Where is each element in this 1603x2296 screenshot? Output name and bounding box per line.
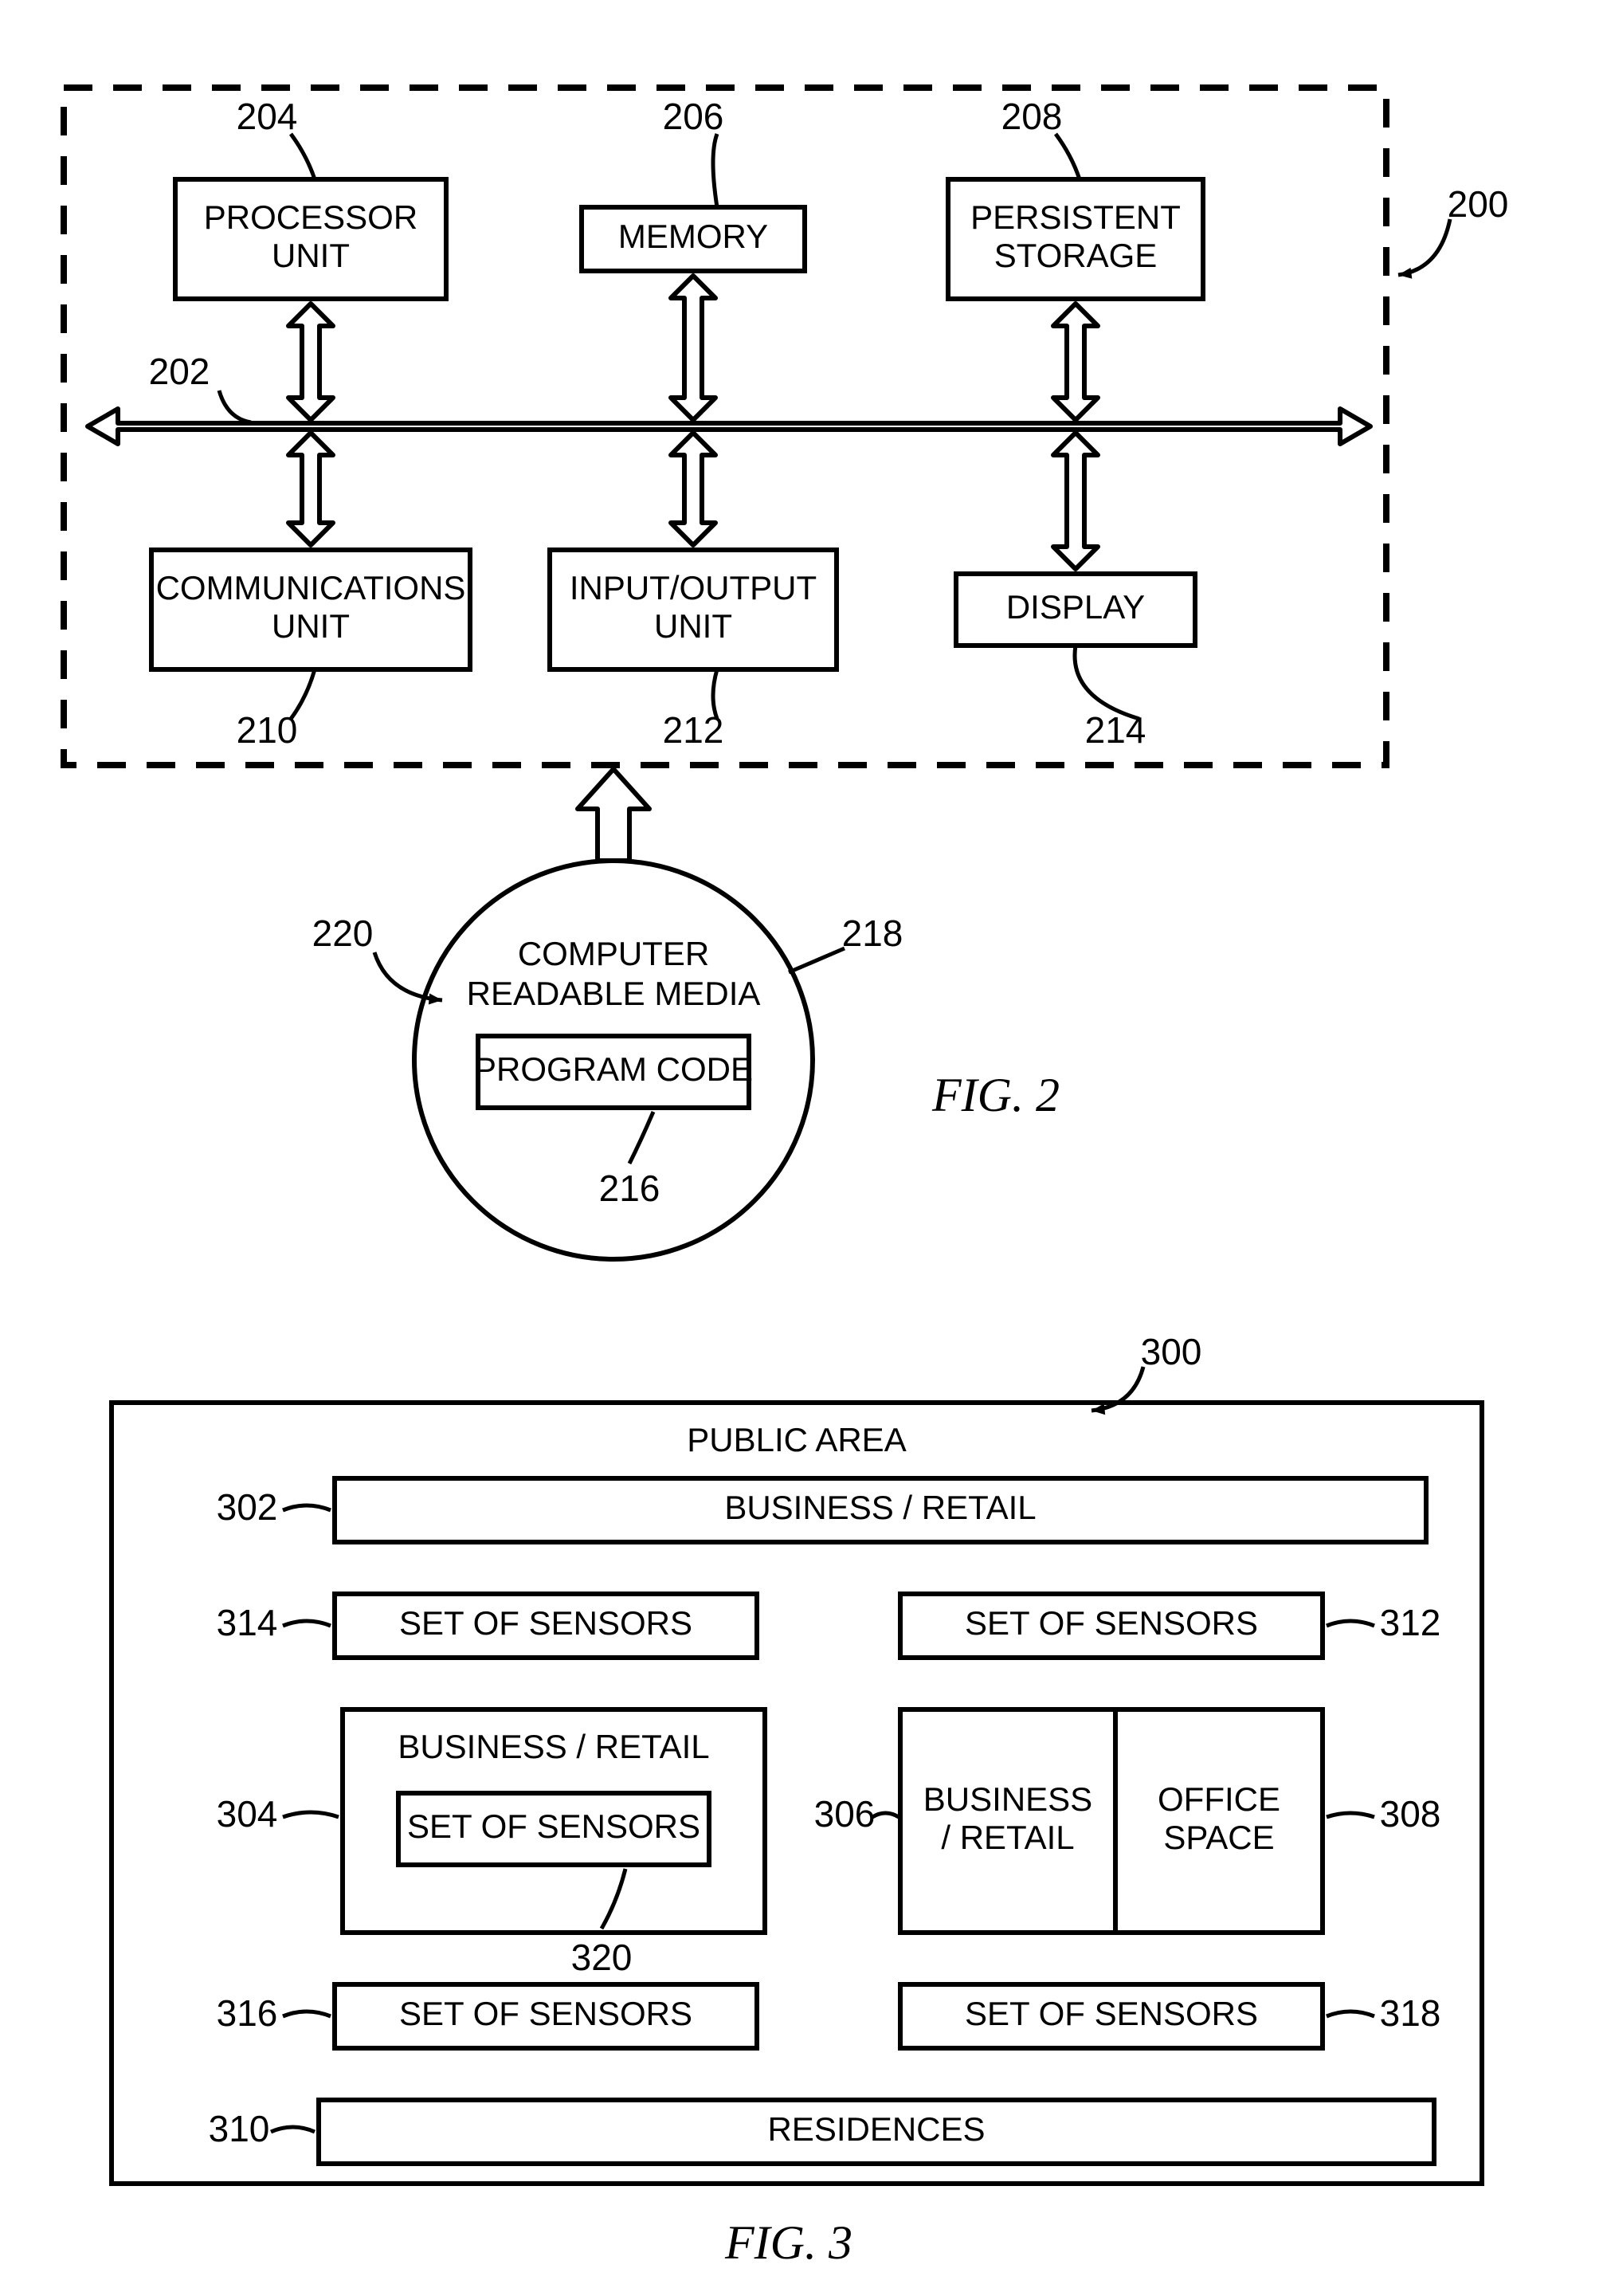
- svg-text:304: 304: [217, 1793, 278, 1835]
- svg-text:BUSINESS / RETAIL: BUSINESS / RETAIL: [724, 1489, 1036, 1526]
- svg-text:BUSINESS: BUSINESS: [923, 1780, 1092, 1818]
- svg-text:204: 204: [237, 96, 298, 137]
- svg-text:INPUT/OUTPUT: INPUT/OUTPUT: [570, 569, 817, 606]
- svg-text:UNIT: UNIT: [272, 607, 350, 645]
- svg-text:/ RETAIL: / RETAIL: [941, 1819, 1074, 1856]
- svg-text:202: 202: [149, 351, 210, 392]
- svg-text:PROGRAM CODE: PROGRAM CODE: [474, 1050, 753, 1088]
- svg-text:COMPUTER: COMPUTER: [518, 935, 709, 972]
- svg-text:SET OF SENSORS: SET OF SENSORS: [965, 1604, 1258, 1642]
- svg-text:STORAGE: STORAGE: [994, 237, 1158, 274]
- svg-text:300: 300: [1141, 1331, 1202, 1372]
- svg-text:220: 220: [312, 913, 374, 954]
- svg-text:DISPLAY: DISPLAY: [1006, 588, 1145, 626]
- svg-text:FIG. 2: FIG. 2: [931, 1069, 1060, 1121]
- svg-text:200: 200: [1448, 183, 1509, 225]
- svg-text:302: 302: [217, 1486, 278, 1528]
- svg-text:314: 314: [217, 1602, 278, 1643]
- svg-text:320: 320: [571, 1937, 633, 1978]
- svg-text:SPACE: SPACE: [1163, 1819, 1274, 1856]
- svg-text:214: 214: [1085, 709, 1146, 751]
- svg-text:210: 210: [237, 709, 298, 751]
- svg-text:SET OF SENSORS: SET OF SENSORS: [407, 1807, 700, 1845]
- svg-text:208: 208: [1001, 96, 1063, 137]
- svg-text:READABLE MEDIA: READABLE MEDIA: [467, 975, 761, 1012]
- svg-text:UNIT: UNIT: [654, 607, 732, 645]
- svg-text:RESIDENCES: RESIDENCES: [767, 2110, 985, 2148]
- svg-text:SET OF SENSORS: SET OF SENSORS: [399, 1604, 692, 1642]
- svg-text:318: 318: [1380, 1992, 1441, 2034]
- svg-text:308: 308: [1380, 1793, 1441, 1835]
- svg-text:316: 316: [217, 1992, 278, 2034]
- svg-text:312: 312: [1380, 1602, 1441, 1643]
- svg-text:FIG. 3: FIG. 3: [724, 2216, 852, 2269]
- svg-text:SET OF SENSORS: SET OF SENSORS: [965, 1995, 1258, 2032]
- svg-text:UNIT: UNIT: [272, 237, 350, 274]
- svg-text:PROCESSOR: PROCESSOR: [204, 198, 417, 236]
- svg-text:PUBLIC AREA: PUBLIC AREA: [687, 1421, 906, 1458]
- svg-text:BUSINESS / RETAIL: BUSINESS / RETAIL: [398, 1728, 709, 1765]
- svg-text:218: 218: [842, 913, 903, 954]
- svg-text:216: 216: [599, 1168, 660, 1209]
- svg-text:310: 310: [209, 2108, 270, 2149]
- svg-text:306: 306: [814, 1793, 876, 1835]
- svg-text:PERSISTENT: PERSISTENT: [970, 198, 1181, 236]
- svg-text:SET OF SENSORS: SET OF SENSORS: [399, 1995, 692, 2032]
- svg-text:OFFICE: OFFICE: [1158, 1780, 1280, 1818]
- svg-text:206: 206: [663, 96, 724, 137]
- svg-text:MEMORY: MEMORY: [618, 218, 768, 255]
- svg-text:COMMUNICATIONS: COMMUNICATIONS: [156, 569, 466, 606]
